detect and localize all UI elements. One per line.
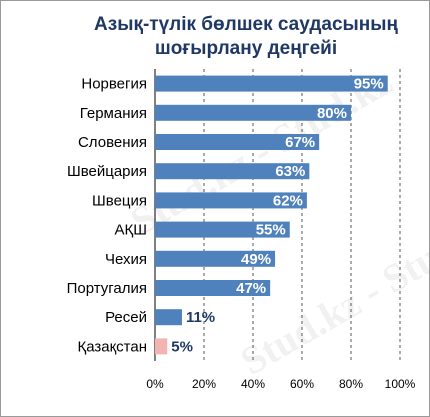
data-label: 49% bbox=[241, 251, 271, 268]
category-label: АҚШ bbox=[115, 222, 148, 239]
x-tick-label: 60% bbox=[290, 377, 314, 391]
category-label: Чехия bbox=[105, 251, 147, 268]
bar bbox=[155, 309, 182, 326]
category-label: Норвегия bbox=[81, 76, 147, 93]
x-tick-labels: 0% 20% 40% 60% 80% 100% bbox=[146, 377, 415, 391]
x-tick-label: 0% bbox=[146, 377, 164, 391]
x-tick-label: 80% bbox=[339, 377, 363, 391]
category-label: Швейцария bbox=[67, 163, 147, 180]
data-label: 47% bbox=[236, 280, 266, 297]
category-label: Германия bbox=[80, 105, 147, 122]
category-labels: Норвегия Германия Словения Швейцария Швеция А… bbox=[67, 76, 147, 356]
bar bbox=[155, 221, 290, 238]
bars bbox=[155, 75, 388, 355]
bar bbox=[155, 280, 271, 296]
x-tick-label: 100% bbox=[385, 377, 416, 391]
data-label: 67% bbox=[285, 134, 315, 151]
bar bbox=[155, 192, 307, 209]
chart-title-line-1: Азық-түлік бөлшек саудасының bbox=[94, 14, 398, 35]
category-label: Ресей bbox=[105, 309, 147, 326]
data-label: 5% bbox=[171, 338, 193, 355]
category-label: Швеция bbox=[92, 192, 147, 209]
data-label: 80% bbox=[317, 105, 347, 122]
chart-title-line-2: шоғырлану деңгейі bbox=[154, 38, 338, 59]
bar bbox=[155, 104, 351, 121]
category-label: Португалия bbox=[67, 280, 147, 297]
x-tick-label: 20% bbox=[192, 377, 216, 391]
bar bbox=[155, 163, 310, 180]
data-label: 63% bbox=[275, 163, 305, 180]
data-label: 95% bbox=[354, 76, 384, 93]
category-label: Словения bbox=[78, 134, 147, 151]
data-label: 55% bbox=[256, 222, 286, 239]
x-tick-label: 40% bbox=[241, 377, 265, 391]
category-label: Қазақстан bbox=[77, 338, 147, 355]
data-label: 11% bbox=[186, 309, 215, 326]
bar bbox=[155, 134, 320, 150]
data-label: 62% bbox=[273, 192, 303, 209]
bar bbox=[155, 75, 388, 92]
bar bbox=[155, 338, 168, 355]
bar bbox=[155, 250, 276, 267]
chart-title: Азық-түлік бөлшек саудасының шоғырлану д… bbox=[71, 13, 421, 61]
data-labels: 95% 80%67% 63% 62% 55% 49% 47% 11% 5% bbox=[171, 76, 384, 356]
